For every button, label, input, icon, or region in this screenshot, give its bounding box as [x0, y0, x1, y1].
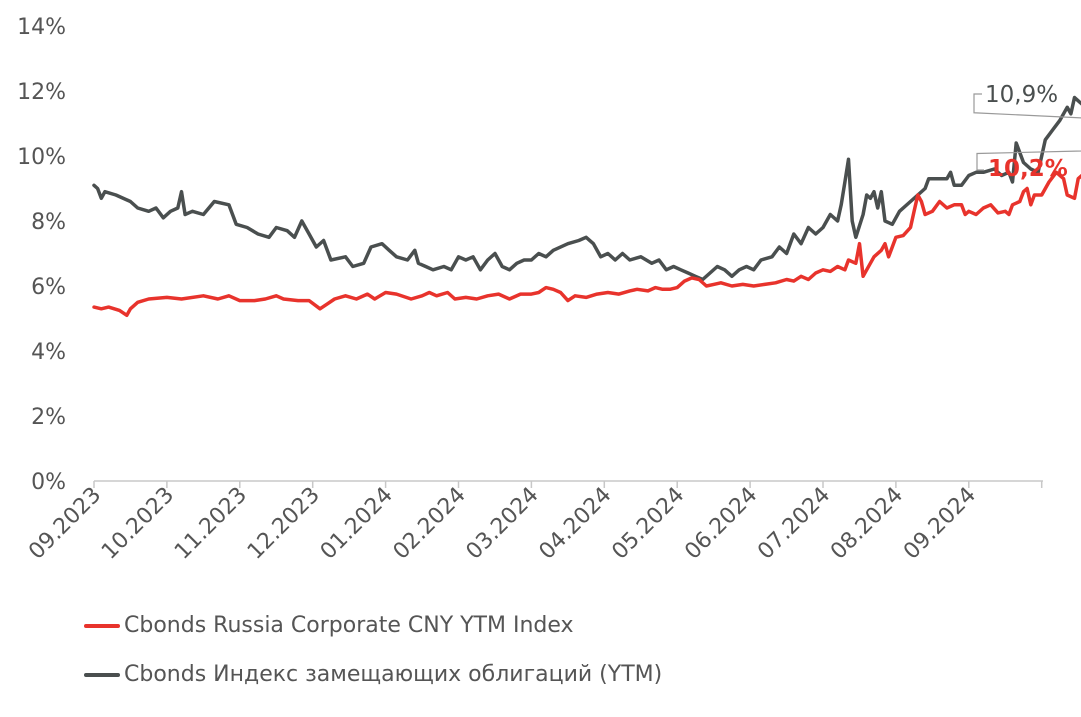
legend-label-cny-index: Cbonds Russia Corporate CNY YTM Index — [124, 613, 574, 638]
plot-area — [92, 95, 1081, 318]
y-tick-label: 8% — [31, 210, 66, 235]
x-tick-label: 04.2024 — [535, 483, 617, 565]
y-tick-label: 12% — [17, 80, 66, 105]
line-chart: 0% 2% 4% 6% 8% 10% 12% 14% 09.202310.202311.202… — [17, 15, 1081, 565]
x-tick-label: 10.2023 — [97, 483, 179, 565]
x-tick-label: 09.2024 — [899, 483, 981, 565]
legend-swatch-replacement-bonds — [84, 672, 120, 677]
y-tick-label: 2% — [31, 405, 66, 430]
x-tick-label: 02.2024 — [389, 483, 471, 565]
y-tick-label: 10% — [17, 145, 66, 170]
y-tick-label: 4% — [31, 340, 66, 365]
x-tick-label: 06.2024 — [680, 483, 762, 565]
end-label-cny-index: 10,2% — [988, 156, 1068, 182]
x-tick-label: 03.2024 — [462, 483, 544, 565]
x-tick-label: 08.2024 — [826, 483, 908, 565]
legend-label-replacement-bonds: Cbonds Индекс замещающих облигаций (YTM) — [124, 662, 663, 687]
x-axis: 09.202310.202311.202312.202301.202402.20… — [24, 480, 1043, 565]
y-tick-label: 0% — [31, 470, 66, 495]
x-tick-label: 01.2024 — [316, 483, 398, 565]
y-axis: 0% 2% 4% 6% 8% 10% 12% 14% — [17, 15, 66, 495]
series-line-replacement-bonds — [92, 95, 1081, 282]
end-label-replacement-bonds: 10,9% — [985, 82, 1058, 108]
x-tick-label: 07.2024 — [753, 483, 835, 565]
leader-line-replacement-bonds — [973, 93, 1081, 119]
x-tick-label: 11.2023 — [170, 483, 252, 565]
x-tick-label: 05.2024 — [607, 483, 689, 565]
leader-line-cny-index — [976, 150, 1081, 171]
legend-swatch-cny-index — [84, 623, 120, 628]
end-labels: 10,2% 10,9% — [973, 82, 1081, 182]
x-tick-label: 12.2023 — [243, 483, 325, 565]
y-tick-label: 14% — [17, 15, 66, 40]
legend-item-replacement-bonds: Cbonds Индекс замещающих облигаций (YTM) — [84, 662, 662, 687]
series-line-cny-index — [92, 170, 1081, 318]
y-tick-label: 6% — [31, 275, 66, 300]
legend-item-cny-index: Cbonds Russia Corporate CNY YTM Index — [84, 613, 574, 638]
